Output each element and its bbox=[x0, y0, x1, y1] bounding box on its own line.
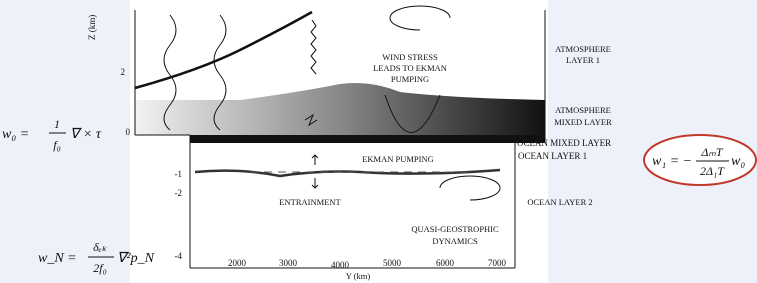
eq-lhs: w_N = bbox=[38, 251, 77, 266]
z-tick: -2 bbox=[175, 188, 183, 198]
eq-den: 2f₀ bbox=[93, 261, 107, 275]
y-tick: 5000 bbox=[383, 258, 402, 268]
label: ATMOSPHERE bbox=[555, 105, 611, 115]
y-tick: 6000 bbox=[436, 258, 455, 268]
label: ATMOSPHERE bbox=[555, 44, 611, 54]
label: OCEAN LAYER 2 bbox=[527, 197, 592, 207]
eq-num: 1 bbox=[54, 117, 60, 131]
label: QUASI-GEOSTROPHIC bbox=[411, 224, 499, 234]
page: Z (km) Y (km) 2 0 -1 -2 -4 2000 3000 400… bbox=[0, 0, 757, 283]
eq-rhs: w₀ bbox=[731, 154, 745, 169]
label: LAYER 1 bbox=[566, 55, 600, 65]
y-tick: 4000 bbox=[331, 260, 350, 270]
eq-den: f₀ bbox=[53, 138, 61, 152]
z-tick: 0 bbox=[126, 127, 131, 137]
label: PUMPING bbox=[391, 74, 429, 84]
eq-num: ΔₘT bbox=[700, 145, 724, 159]
equation: w₀ = 1 f₀ ∇ × τ bbox=[2, 117, 102, 152]
eq-lhs: w₀ = bbox=[2, 127, 29, 142]
diagram: Z (km) Y (km) 2 0 -1 -2 -4 2000 3000 400… bbox=[0, 0, 757, 283]
y-label: Y (km) bbox=[346, 271, 371, 281]
eq-rhs: ∇²p_N bbox=[117, 251, 155, 266]
label: EKMAN PUMPING bbox=[362, 154, 434, 164]
eq-num: δₑₖ bbox=[93, 240, 108, 254]
eq-den: 2Δ₁T bbox=[700, 164, 725, 178]
y-tick: 3000 bbox=[279, 258, 298, 268]
label: ENTRAINMENT bbox=[279, 197, 341, 207]
z-tick: 2 bbox=[121, 67, 126, 77]
label: OCEAN LAYER 1 bbox=[518, 151, 587, 161]
eq-lhs: w₁ = − bbox=[652, 154, 692, 169]
y-tick: 7000 bbox=[488, 258, 507, 268]
z-tick: -1 bbox=[175, 169, 183, 179]
z-tick: -4 bbox=[175, 251, 183, 261]
eq-rhs: ∇ × τ bbox=[70, 127, 102, 142]
label: MIXED LAYER bbox=[554, 117, 612, 127]
z-label: Z (km) bbox=[87, 15, 97, 40]
ocean-mixed-layer bbox=[190, 135, 545, 143]
label: OCEAN MIXED LAYER bbox=[517, 138, 611, 148]
y-tick: 2000 bbox=[228, 258, 247, 268]
label: LEADS TO EKMAN bbox=[373, 63, 447, 73]
label: WIND STRESS bbox=[382, 52, 438, 62]
label: DYNAMICS bbox=[432, 236, 478, 246]
